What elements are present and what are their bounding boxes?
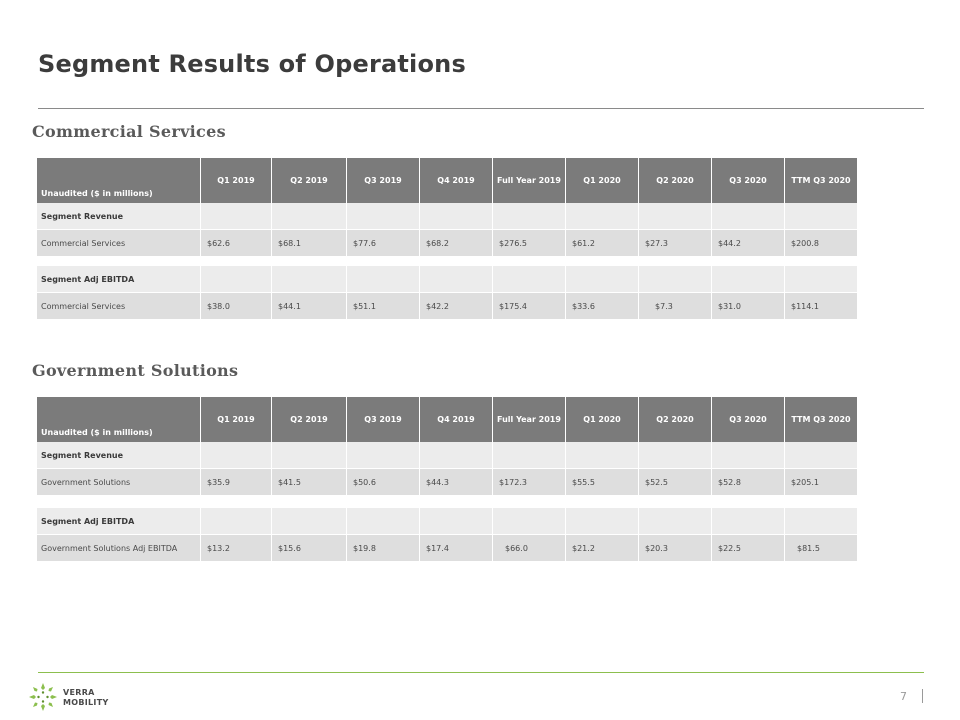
value-cell: $77.6 [347, 230, 420, 256]
value-cell: $55.5 [566, 469, 639, 495]
value-cell: $61.2 [566, 230, 639, 256]
segment-label-row: Segment Adj EBITDA [37, 508, 858, 535]
title-divider [38, 108, 924, 109]
header-cell: TTM Q3 2020 [785, 397, 858, 442]
value-cell: $68.2 [420, 230, 493, 256]
header-cell: Q3 2019 [347, 397, 420, 442]
table-row: Government Solutions Adj EBITDA $13.2 $1… [37, 535, 858, 561]
segment-label: Segment Adj EBITDA [37, 508, 201, 535]
government-ebitda-table: Segment Adj EBITDA Government Solutions … [37, 508, 858, 561]
header-cell: Q2 2020 [639, 158, 712, 203]
table-header-row: Unaudited ($ in millions) Q1 2019 Q2 201… [37, 397, 858, 442]
header-cell: Q4 2019 [420, 397, 493, 442]
verra-mobility-logo-icon [29, 683, 57, 711]
value-cell: $44.3 [420, 469, 493, 495]
segment-label: Segment Revenue [37, 203, 201, 230]
segment-label-row: Segment Revenue [37, 203, 858, 230]
header-cell: Q4 2019 [420, 158, 493, 203]
segment-label: Segment Adj EBITDA [37, 266, 201, 293]
table-row: Commercial Services $38.0 $44.1 $51.1 $4… [37, 293, 858, 319]
header-cell: Unaudited ($ in millions) [37, 158, 201, 203]
header-cell: Q3 2020 [712, 397, 785, 442]
header-cell: Q2 2020 [639, 397, 712, 442]
segment-label-row: Segment Adj EBITDA [37, 266, 858, 293]
value-cell: $7.3 [639, 293, 712, 319]
value-cell: $21.2 [566, 535, 639, 561]
segment-label: Segment Revenue [37, 442, 201, 469]
value-cell: $114.1 [785, 293, 858, 319]
row-label: Commercial Services [37, 293, 201, 319]
value-cell: $27.3 [639, 230, 712, 256]
value-cell: $44.1 [272, 293, 347, 319]
value-cell: $44.2 [712, 230, 785, 256]
value-cell: $66.0 [493, 535, 566, 561]
value-cell: $41.5 [272, 469, 347, 495]
header-cell: Unaudited ($ in millions) [37, 397, 201, 442]
value-cell: $31.0 [712, 293, 785, 319]
header-cell: Q1 2019 [201, 397, 272, 442]
slide-title: Segment Results of Operations [38, 50, 466, 78]
commercial-ebitda-table: Segment Adj EBITDA Commercial Services $… [37, 266, 858, 319]
value-cell: $17.4 [420, 535, 493, 561]
brand-wordmark: VERRA MOBILITY [63, 688, 109, 708]
value-cell: $50.6 [347, 469, 420, 495]
value-cell: $205.1 [785, 469, 858, 495]
commercial-revenue-table: Unaudited ($ in millions) Q1 2019 Q2 201… [37, 158, 858, 256]
value-cell: $20.3 [639, 535, 712, 561]
value-cell: $276.5 [493, 230, 566, 256]
value-cell: $62.6 [201, 230, 272, 256]
commercial-section-title: Commercial Services [32, 122, 226, 141]
value-cell: $68.1 [272, 230, 347, 256]
brand-line-2: MOBILITY [63, 698, 109, 707]
header-cell: Q3 2019 [347, 158, 420, 203]
header-cell: Full Year 2019 [493, 397, 566, 442]
value-cell: $13.2 [201, 535, 272, 561]
value-cell: $15.6 [272, 535, 347, 561]
brand-line-1: VERRA [63, 688, 95, 697]
header-cell: Full Year 2019 [493, 158, 566, 203]
value-cell: $52.8 [712, 469, 785, 495]
value-cell: $52.5 [639, 469, 712, 495]
government-revenue-table: Unaudited ($ in millions) Q1 2019 Q2 201… [37, 397, 858, 495]
value-cell: $42.2 [420, 293, 493, 319]
value-cell: $172.3 [493, 469, 566, 495]
value-cell: $35.9 [201, 469, 272, 495]
header-cell: Q1 2020 [566, 158, 639, 203]
table-header-row: Unaudited ($ in millions) Q1 2019 Q2 201… [37, 158, 858, 203]
header-cell: Q2 2019 [272, 397, 347, 442]
value-cell: $22.5 [712, 535, 785, 561]
row-label: Government Solutions [37, 469, 201, 495]
header-cell: Q1 2019 [201, 158, 272, 203]
header-cell: TTM Q3 2020 [785, 158, 858, 203]
table-row: Commercial Services $62.6 $68.1 $77.6 $6… [37, 230, 858, 256]
value-cell: $175.4 [493, 293, 566, 319]
row-label: Commercial Services [37, 230, 201, 256]
segment-label-row: Segment Revenue [37, 442, 858, 469]
value-cell: $81.5 [785, 535, 858, 561]
value-cell: $19.8 [347, 535, 420, 561]
row-label: Government Solutions Adj EBITDA [37, 535, 201, 561]
header-cell: Q2 2019 [272, 158, 347, 203]
page-number: 7 [900, 690, 907, 703]
footer-divider [38, 672, 924, 673]
government-section-title: Government Solutions [32, 361, 239, 380]
value-cell: $200.8 [785, 230, 858, 256]
value-cell: $33.6 [566, 293, 639, 319]
value-cell: $38.0 [201, 293, 272, 319]
table-row: Government Solutions $35.9 $41.5 $50.6 $… [37, 469, 858, 495]
header-cell: Q3 2020 [712, 158, 785, 203]
page-number-divider [922, 689, 923, 703]
header-cell: Q1 2020 [566, 397, 639, 442]
value-cell: $51.1 [347, 293, 420, 319]
